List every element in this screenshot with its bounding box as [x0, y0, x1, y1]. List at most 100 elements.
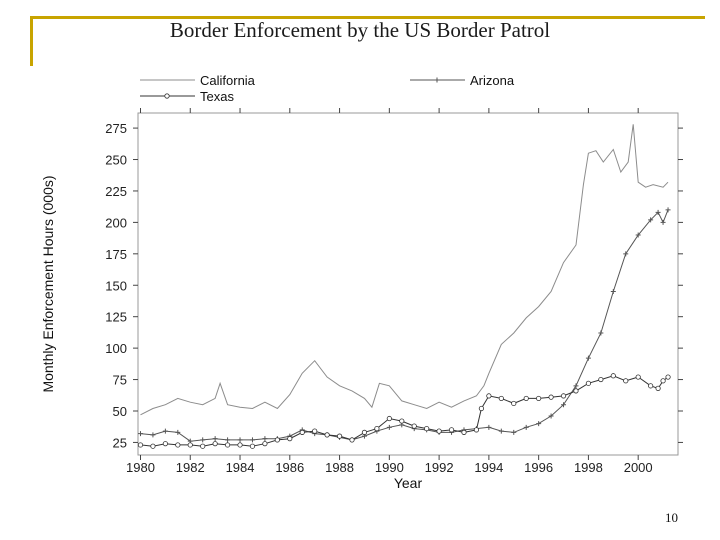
series-layer	[137, 124, 671, 449]
data-point	[137, 431, 143, 437]
data-point	[187, 442, 193, 448]
data-point	[561, 402, 567, 408]
data-point	[411, 423, 417, 429]
y-axis: 25 50 75 100 125 150 175 200 225 250 275	[105, 121, 683, 450]
data-point	[598, 376, 604, 383]
data-point	[162, 428, 168, 434]
data-point	[225, 437, 231, 443]
data-point	[424, 425, 430, 432]
series-line-arizona	[140, 209, 669, 442]
x-tick-label: 1980	[126, 460, 155, 475]
y-tick-label: 125	[105, 310, 127, 325]
data-point	[498, 428, 504, 434]
data-point	[498, 395, 504, 402]
slide-title: Border Enforcement by the US Border Patr…	[169, 18, 551, 42]
data-point	[660, 378, 666, 384]
data-point	[560, 393, 567, 399]
data-point	[175, 442, 181, 448]
legend-item-texas: Texas	[140, 89, 234, 104]
data-point	[536, 395, 542, 402]
data-point	[374, 425, 380, 432]
data-point	[150, 432, 156, 438]
data-point	[660, 219, 666, 225]
data-point	[648, 217, 654, 223]
y-tick-label: 50	[113, 404, 127, 419]
slide-frame-top-rule	[30, 16, 705, 19]
data-point	[635, 374, 641, 380]
legend-label: Arizona	[470, 73, 515, 88]
y-tick-label: 75	[113, 373, 127, 388]
series-california	[140, 124, 669, 416]
data-point	[573, 388, 579, 394]
y-tick-label: 225	[105, 184, 127, 199]
x-tick-label: 1984	[226, 460, 255, 475]
data-point	[585, 355, 591, 361]
plot-frame	[137, 112, 679, 456]
data-point	[262, 436, 268, 442]
data-point	[655, 385, 661, 391]
y-axis-label: Monthly Enforcement Hours (000s)	[40, 175, 56, 392]
data-point	[386, 415, 392, 422]
data-point	[623, 378, 629, 384]
data-point	[585, 380, 592, 386]
slide-frame-left-rule	[30, 16, 33, 66]
data-point	[262, 441, 268, 447]
data-point	[200, 437, 206, 443]
x-tick-label: 2000	[624, 460, 653, 475]
data-point	[274, 437, 280, 443]
x-tick-label: 1986	[275, 460, 304, 475]
data-point	[386, 424, 392, 430]
data-point	[336, 433, 343, 439]
data-point	[635, 232, 641, 238]
data-point	[523, 424, 529, 430]
x-tick-label: 1996	[524, 460, 553, 475]
data-point	[523, 395, 529, 402]
data-point	[665, 374, 671, 380]
data-point	[610, 373, 616, 379]
page-number: 10	[665, 510, 678, 525]
data-point	[448, 427, 455, 433]
data-point	[299, 429, 305, 435]
data-point	[486, 393, 492, 399]
data-point	[137, 442, 144, 448]
data-point	[399, 418, 405, 424]
data-point	[287, 436, 293, 442]
data-point	[623, 251, 629, 257]
data-point	[665, 207, 671, 213]
data-point	[473, 427, 480, 433]
data-point	[610, 289, 616, 295]
x-axis-label: Year	[394, 475, 423, 491]
data-point	[436, 428, 442, 434]
x-tick-label: 1988	[325, 460, 354, 475]
data-point	[349, 437, 355, 443]
data-point	[224, 442, 231, 448]
legend-label: California	[200, 73, 256, 88]
legend-label: Texas	[200, 89, 234, 104]
data-point	[486, 424, 492, 430]
data-point	[648, 383, 654, 389]
data-point	[511, 429, 517, 435]
y-tick-label: 200	[105, 215, 127, 230]
x-tick-label: 1998	[574, 460, 603, 475]
data-point	[175, 429, 181, 435]
data-point	[212, 436, 218, 442]
legend-item-california: California	[140, 73, 256, 88]
data-point	[548, 394, 554, 400]
data-point	[237, 437, 243, 443]
data-point	[536, 421, 542, 427]
data-point	[573, 383, 579, 389]
data-point	[361, 429, 368, 435]
x-tick-label: 1994	[474, 460, 503, 475]
series-line-california	[140, 124, 669, 416]
data-point	[162, 441, 168, 447]
data-point	[655, 209, 661, 215]
series-line-texas	[140, 375, 669, 447]
data-point	[434, 77, 440, 83]
legend-item-arizona: Arizona	[410, 73, 515, 88]
x-tick-label: 1982	[176, 460, 205, 475]
data-point	[237, 442, 243, 448]
y-tick-label: 150	[105, 278, 127, 293]
x-tick-label: 1992	[425, 460, 454, 475]
series-arizona	[137, 207, 671, 444]
